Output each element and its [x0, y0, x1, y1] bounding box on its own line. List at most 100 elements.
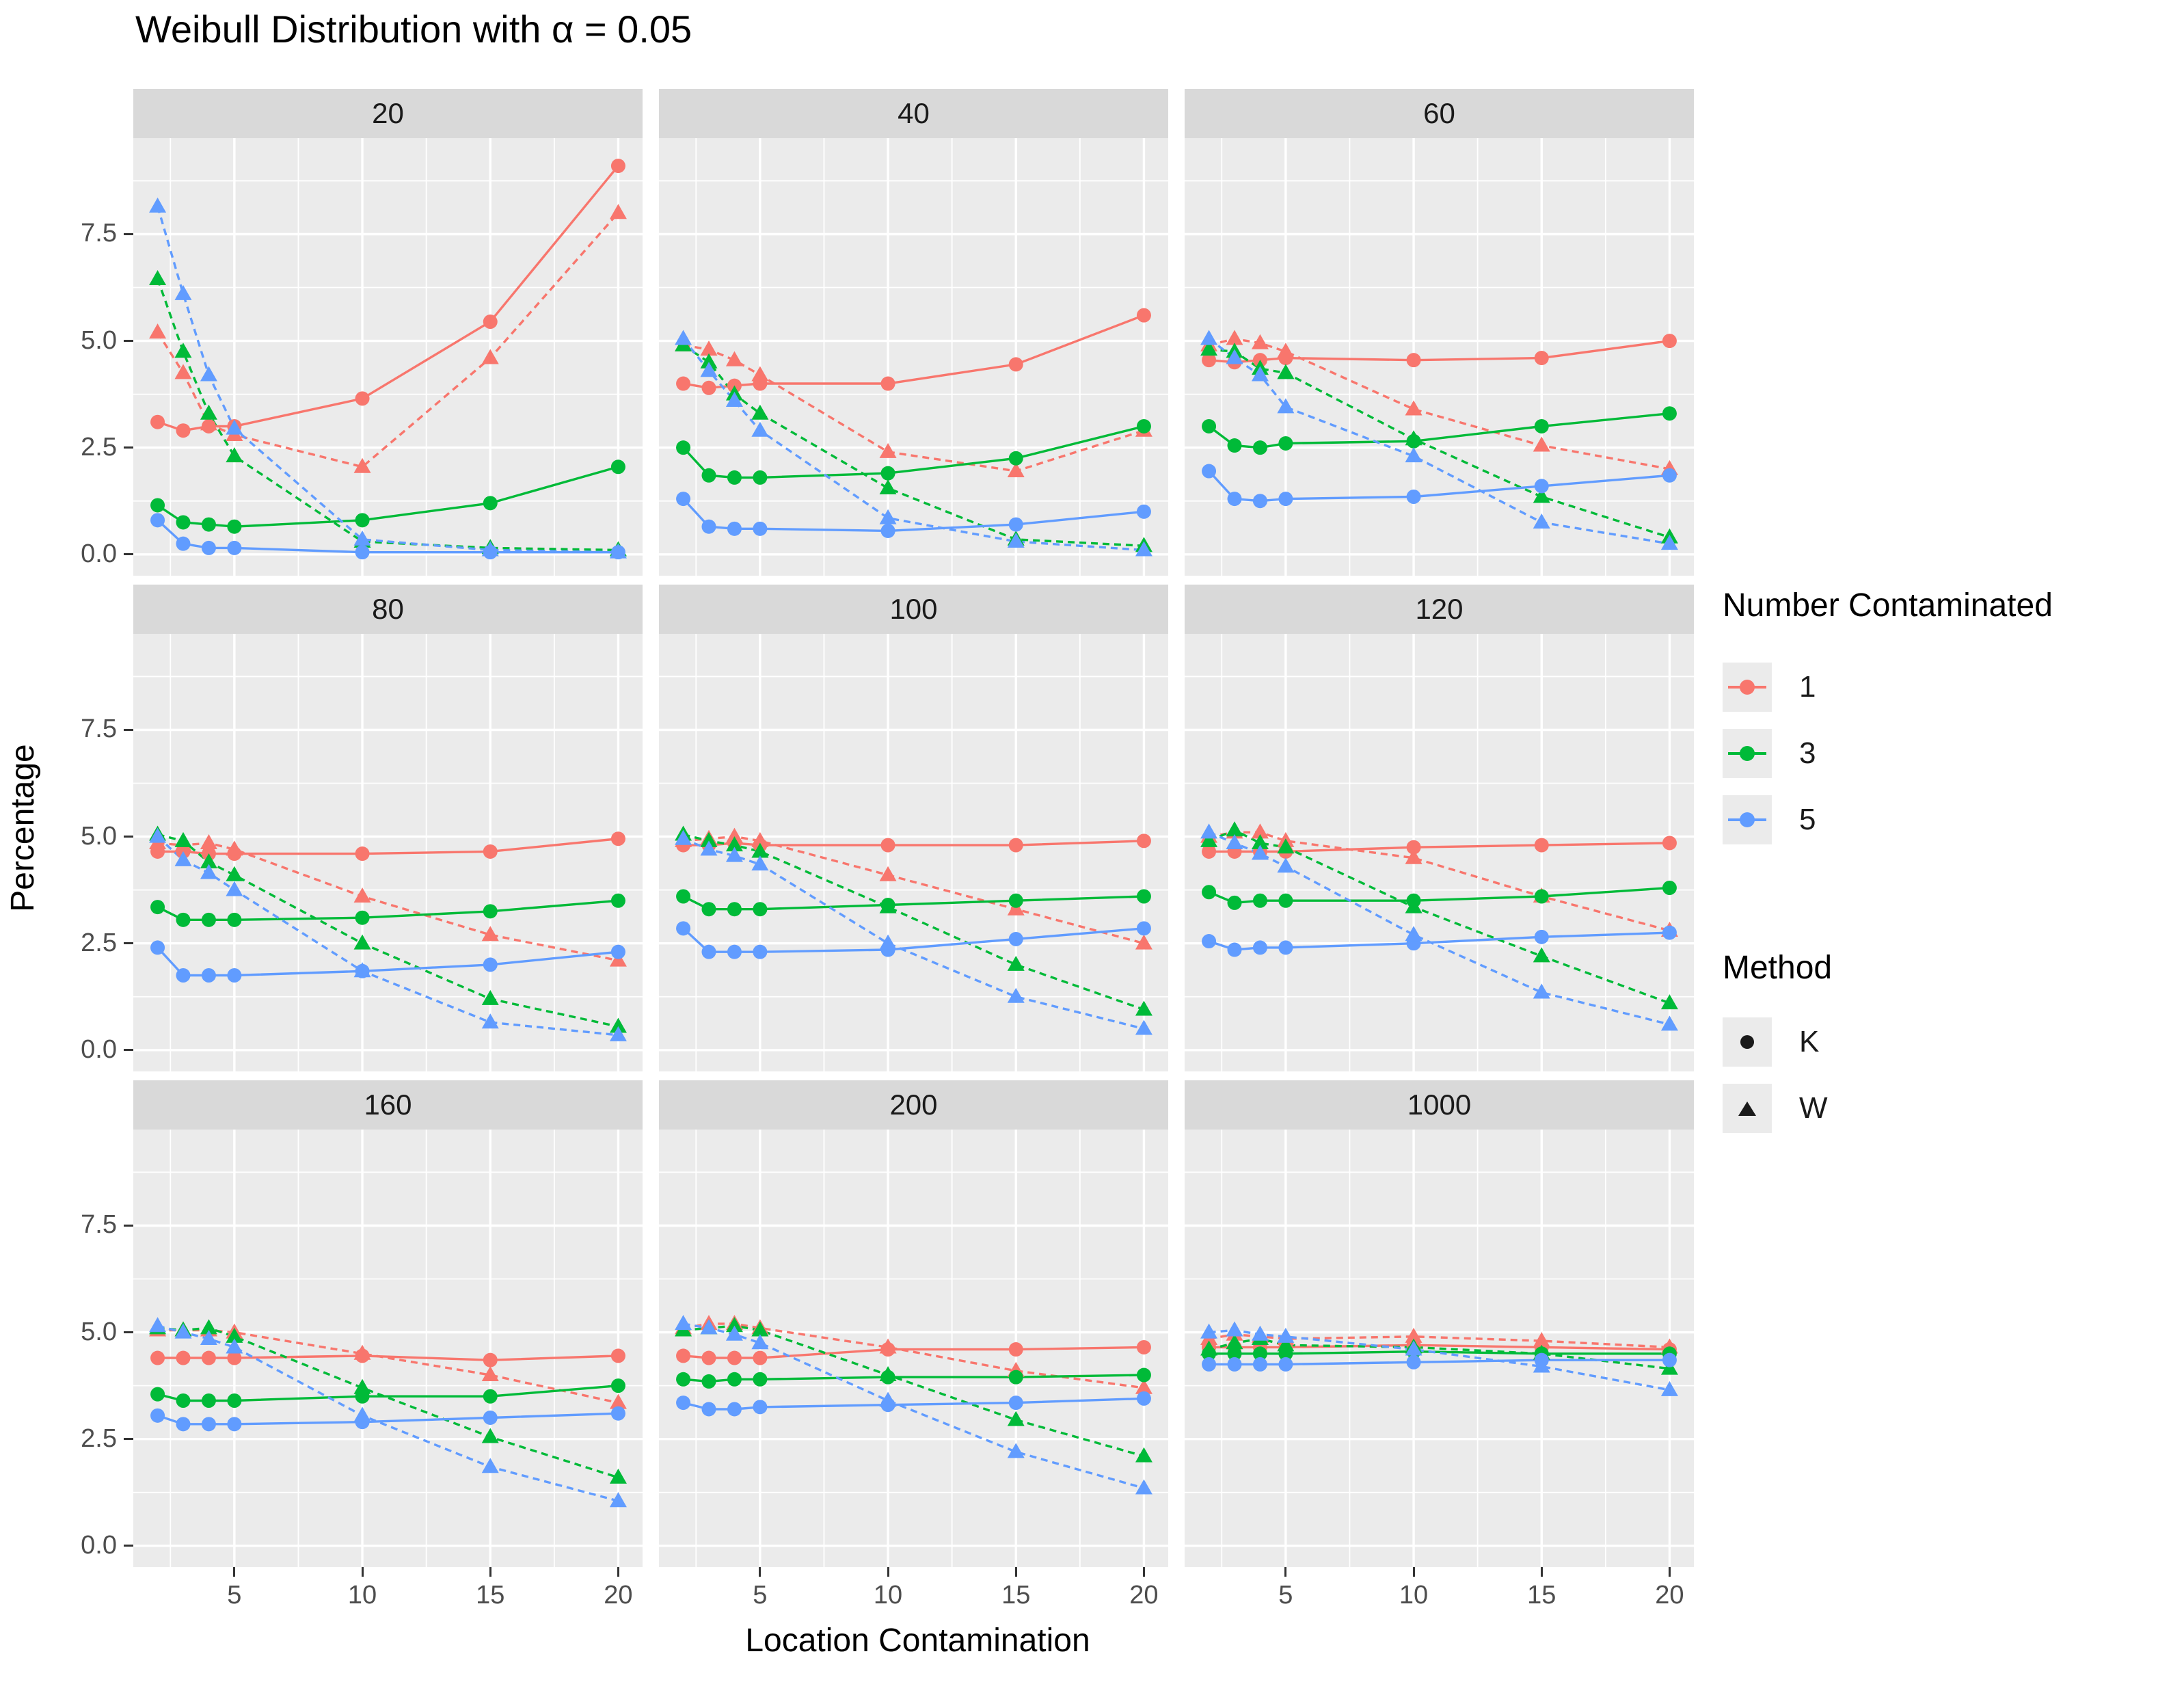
- y-tick-label: 7.5: [81, 1210, 117, 1240]
- legend-key-circle-icon: [1740, 680, 1755, 695]
- legend-key-5: [1723, 795, 1772, 844]
- y-tick-mark: [124, 728, 133, 731]
- series-points-5W: [149, 1317, 627, 1508]
- y-tick-label: 5.0: [81, 1317, 117, 1346]
- facet-strip-200: 200: [659, 1080, 1168, 1130]
- y-tick-label: 2.5: [81, 928, 117, 957]
- y-tick-label: 5.0: [81, 821, 117, 851]
- facet-strip-60: 60: [1185, 89, 1694, 138]
- x-tick-label: 20: [1129, 1581, 1159, 1610]
- series-points-3K: [150, 893, 625, 927]
- y-tick-mark: [124, 446, 133, 449]
- x-tick-label: 10: [347, 1581, 377, 1610]
- legend-entry-label: 3: [1799, 736, 1816, 770]
- series-points-5K: [676, 492, 1151, 538]
- y-tick-mark: [124, 836, 133, 838]
- x-tick-mark: [1540, 1567, 1543, 1577]
- legend-entry-contaminated-5: 5: [1723, 795, 1996, 844]
- facet-strip-label: 20: [372, 97, 404, 129]
- series-points-5W: [1200, 330, 1678, 550]
- facet-strip-40: 40: [659, 89, 1168, 138]
- x-tick-label: 5: [227, 1581, 242, 1610]
- facet-panel-80: [133, 634, 643, 1071]
- legend-entry-contaminated-1: 1: [1723, 663, 1996, 712]
- facet-panel-20: [133, 138, 643, 576]
- x-axis-title: Location Contamination: [745, 1623, 1090, 1659]
- method-triangle-icon: [1738, 1101, 1756, 1116]
- series-points-5K: [1202, 1352, 1677, 1372]
- y-tick-label: 7.5: [81, 219, 117, 248]
- facet-strip-label: 60: [1423, 97, 1455, 129]
- x-tick-mark: [233, 1567, 236, 1577]
- facet-strip-label: 1000: [1407, 1089, 1472, 1121]
- legend-key-3: [1723, 729, 1772, 778]
- series-points-5K: [1202, 464, 1677, 509]
- y-tick-mark: [124, 232, 133, 235]
- series-points-5W: [1200, 823, 1678, 1031]
- legend: Number Contaminated 1 3 5 Method K W: [1723, 0, 2174, 1682]
- series-points-5W: [675, 330, 1152, 557]
- facet-strip-120: 120: [1185, 585, 1694, 634]
- y-tick-mark: [124, 1438, 133, 1441]
- y-tick-label: 2.5: [81, 1424, 117, 1453]
- facet-panel-1000: [1185, 1130, 1694, 1567]
- legend-key-1: [1723, 663, 1772, 712]
- series-points-5W: [1200, 1321, 1678, 1396]
- y-tick-label: 0.0: [81, 1034, 117, 1064]
- legend-key-circle-icon: [1740, 746, 1755, 761]
- series-points-3K: [676, 418, 1151, 485]
- series-points-1W: [149, 204, 627, 473]
- facet-strip-20: 20: [133, 89, 643, 138]
- series-points-5K: [676, 921, 1151, 959]
- series-points-5W: [675, 1315, 1152, 1495]
- x-tick-mark: [887, 1567, 889, 1577]
- y-tick-mark: [124, 1545, 133, 1547]
- x-tick-mark: [1142, 1567, 1145, 1577]
- series-points-5W: [149, 827, 627, 1041]
- legend-entry-label: 5: [1799, 803, 1816, 836]
- facet-strip-label: 200: [889, 1089, 938, 1121]
- legend-key-method-k: [1723, 1017, 1772, 1067]
- x-tick-label: 5: [753, 1581, 768, 1610]
- legend-color-group-title: Number Contaminated: [1723, 587, 2053, 624]
- x-tick-label: 20: [1655, 1581, 1684, 1610]
- facet-strip-100: 100: [659, 585, 1168, 634]
- legend-entry-contaminated-3: 3: [1723, 729, 1996, 778]
- facet-strip-label: 120: [1415, 593, 1464, 625]
- facet-strip-160: 160: [133, 1080, 643, 1130]
- facet-strip-label: 40: [898, 97, 930, 129]
- y-tick-mark: [124, 1224, 133, 1227]
- series-points-5K: [676, 1391, 1151, 1417]
- x-tick-mark: [759, 1567, 761, 1577]
- legend-entry-label: 1: [1799, 670, 1816, 704]
- legend-entry-label: W: [1799, 1091, 1828, 1125]
- series-points-1K: [676, 308, 1151, 395]
- series-points-5W: [675, 829, 1152, 1035]
- facet-panel-200: [659, 1130, 1168, 1567]
- legend-entry-method-w: W: [1723, 1084, 1996, 1133]
- y-tick-mark: [124, 1331, 133, 1334]
- x-tick-mark: [1014, 1567, 1017, 1577]
- x-tick-mark: [1668, 1567, 1671, 1577]
- facet-strip-label: 80: [372, 593, 404, 625]
- facet-panel-120: [1185, 634, 1694, 1071]
- facet-strip-1000: 1000: [1185, 1080, 1694, 1130]
- x-tick-label: 15: [476, 1581, 505, 1610]
- facet-panel-100: [659, 634, 1168, 1071]
- y-tick-mark: [124, 1049, 133, 1052]
- series-points-5K: [1202, 925, 1677, 957]
- x-tick-label: 10: [873, 1581, 903, 1610]
- x-tick-label: 5: [1278, 1581, 1293, 1610]
- facet-panel-40: [659, 138, 1168, 576]
- legend-shape-group-title: Method: [1723, 950, 1833, 986]
- method-circle-icon: [1740, 1035, 1754, 1049]
- series-points-5W: [149, 197, 627, 559]
- x-tick-label: 10: [1399, 1581, 1429, 1610]
- x-tick-mark: [1412, 1567, 1415, 1577]
- page-title: Weibull Distribution with α = 0.05: [135, 8, 692, 51]
- facet-strip-label: 160: [364, 1089, 412, 1121]
- facet-panel-160: [133, 1130, 643, 1567]
- y-tick-label: 2.5: [81, 432, 117, 462]
- y-tick-mark: [124, 942, 133, 945]
